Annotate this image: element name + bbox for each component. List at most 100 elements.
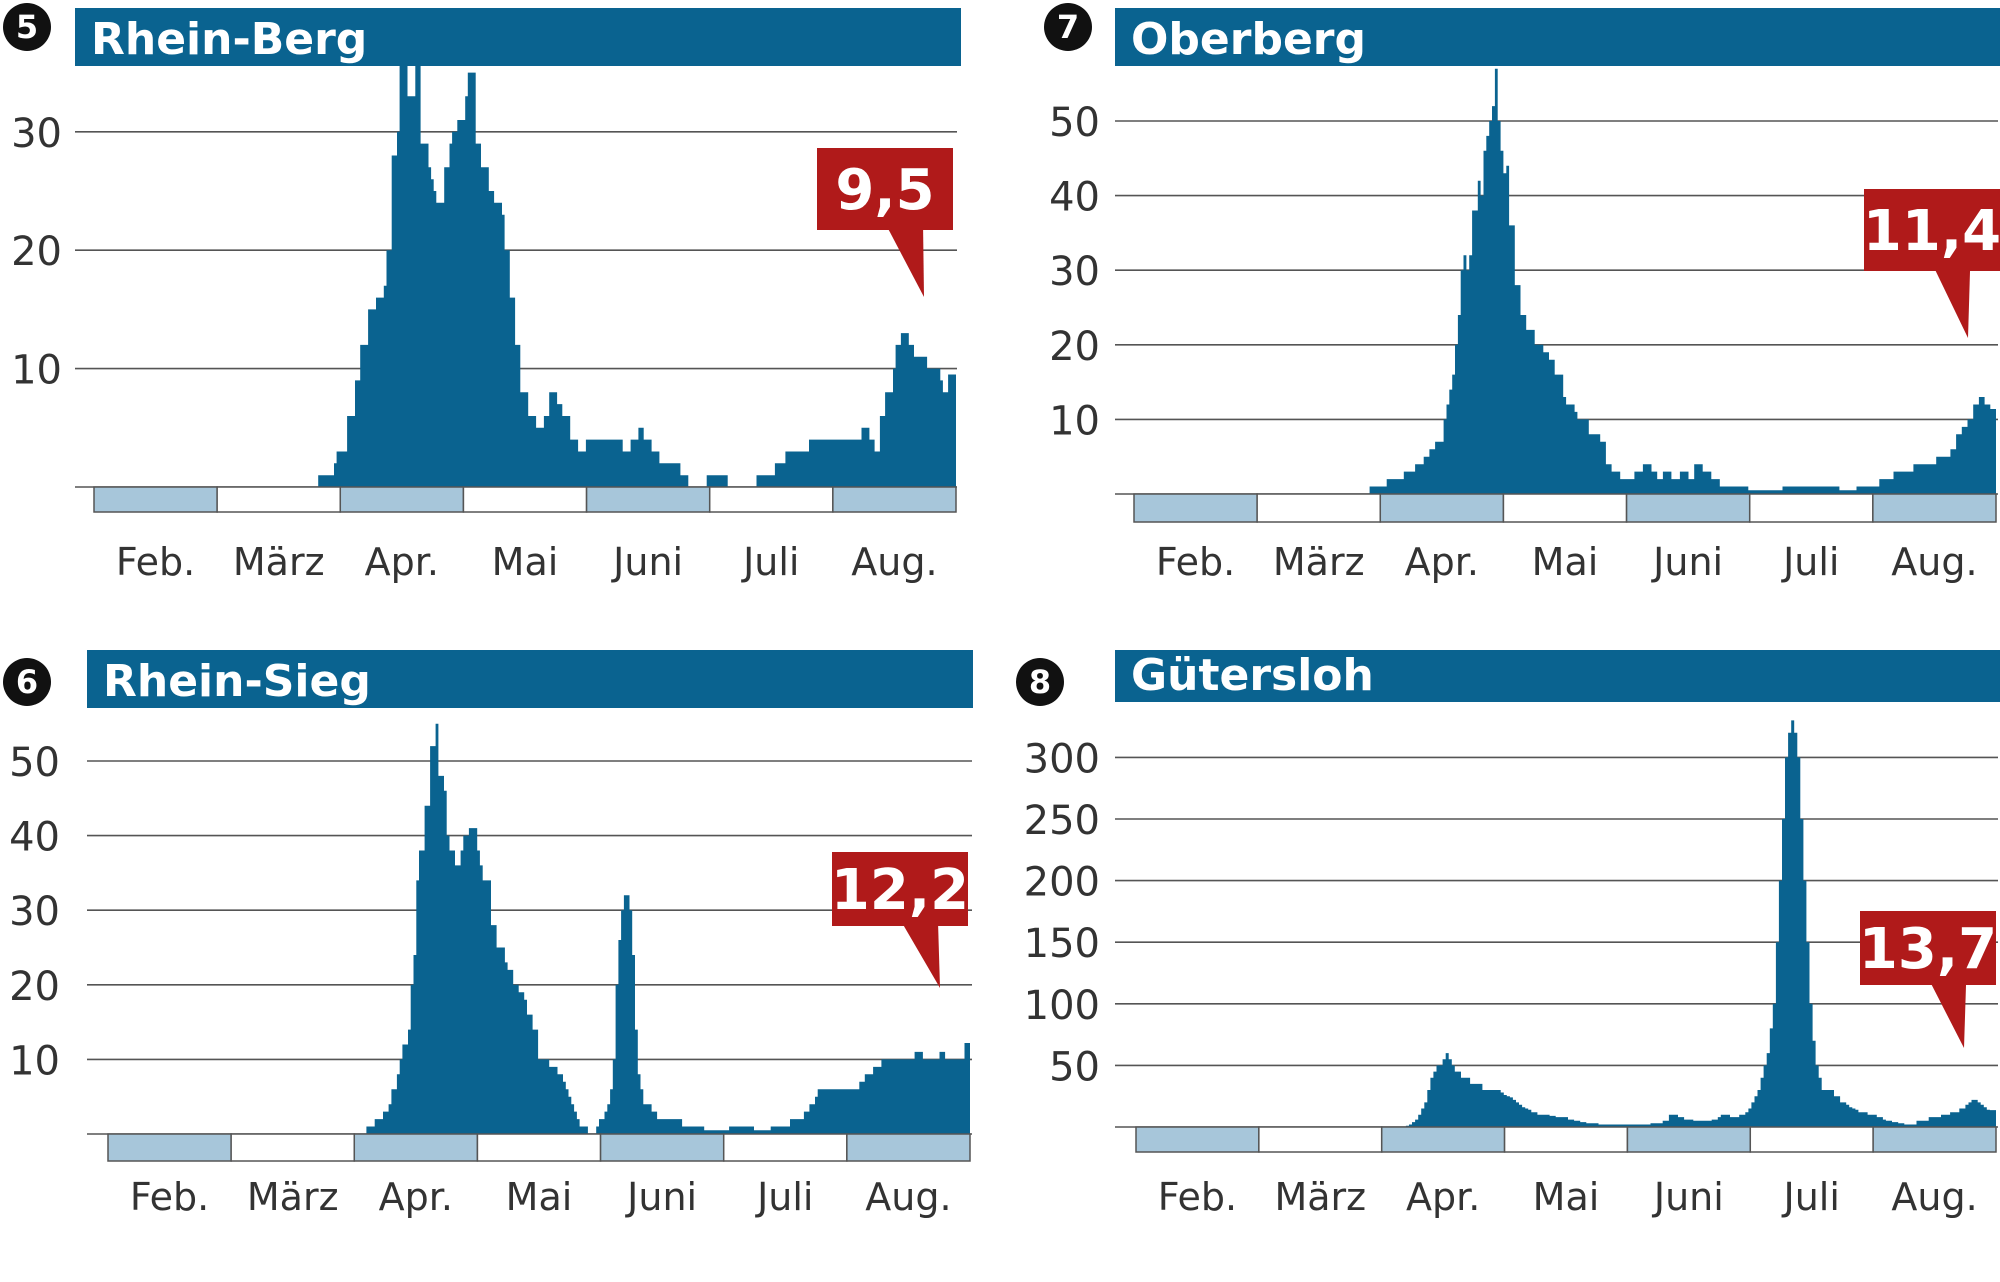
y-tick-label: 100 bbox=[1024, 983, 1100, 1029]
chart-title: Rhein-Berg bbox=[91, 14, 367, 65]
month-label: Apr. bbox=[1406, 1175, 1480, 1219]
month-label: Juni bbox=[1651, 540, 1723, 584]
month-label: Mai bbox=[492, 540, 559, 584]
panel-number: 5 bbox=[16, 8, 38, 46]
title-band bbox=[87, 650, 973, 708]
badge-pointer bbox=[902, 924, 940, 988]
y-tick-label: 40 bbox=[1049, 175, 1100, 221]
incidence-area bbox=[228, 723, 970, 1134]
month-strip-segment bbox=[1380, 1126, 1506, 1153]
month-strip-segment bbox=[1748, 493, 1874, 523]
chart-title: Gütersloh bbox=[1131, 650, 1374, 701]
month-strip-segment bbox=[1256, 493, 1382, 523]
panel-number: 7 bbox=[1057, 8, 1079, 46]
month-strip-segment bbox=[107, 1133, 232, 1162]
current-value-badge: 13,7 bbox=[1859, 917, 1997, 982]
incidence-area bbox=[208, 60, 956, 488]
month-strip-segment bbox=[832, 486, 957, 513]
y-tick-label: 300 bbox=[1024, 736, 1100, 782]
panel-number-badge bbox=[3, 3, 51, 51]
y-tick-label: 10 bbox=[11, 348, 62, 394]
month-strip-segment bbox=[1502, 493, 1628, 523]
month-strip-segment bbox=[1872, 1126, 1997, 1153]
month-label: Apr. bbox=[379, 1175, 453, 1219]
month-strip-segment bbox=[1258, 1126, 1383, 1153]
month-strip-segment bbox=[1135, 1126, 1260, 1153]
month-label: März bbox=[1274, 1175, 1366, 1219]
month-label: Feb. bbox=[116, 540, 195, 584]
month-label: März bbox=[233, 540, 325, 584]
month-strip-segment bbox=[708, 486, 834, 513]
chart-panel: 50 100 150 200 250 300 Feb. März Apr. Mai Juni Juli… bbox=[1016, 650, 2000, 1219]
month-label: Juli bbox=[1781, 540, 1839, 584]
month-strip-segment bbox=[476, 1133, 602, 1162]
month-label: Aug. bbox=[851, 540, 937, 584]
current-value-badge: 12,2 bbox=[831, 858, 969, 923]
month-strip-segment bbox=[1379, 493, 1505, 523]
month-strip-segment bbox=[1133, 493, 1258, 523]
current-value-badge: 11,4 bbox=[1863, 199, 2000, 264]
y-tick-label: 20 bbox=[9, 964, 60, 1010]
badge-box bbox=[1864, 189, 2000, 271]
y-tick-label: 10 bbox=[9, 1038, 60, 1084]
month-label: Juni bbox=[1652, 1175, 1724, 1219]
month-strip-segment bbox=[216, 486, 342, 513]
panel-number-badge bbox=[1044, 3, 1092, 51]
month-label: Aug. bbox=[1891, 1175, 1977, 1219]
badge-box bbox=[817, 148, 953, 230]
y-tick-label: 40 bbox=[9, 815, 60, 861]
month-label: März bbox=[1273, 540, 1365, 584]
incidence-area bbox=[1250, 720, 1996, 1127]
month-strip-segment bbox=[599, 1133, 725, 1162]
y-tick-label: 50 bbox=[9, 740, 60, 786]
month-strip-segment bbox=[1872, 493, 1997, 523]
chart-panel: 10 20 30 40 50 Feb. März Apr. Mai Juni Juli Aug. Obe… bbox=[1044, 3, 2000, 584]
y-tick-label: 20 bbox=[11, 229, 62, 275]
y-tick-label: 10 bbox=[1049, 398, 1100, 444]
month-strip-segment bbox=[846, 1133, 971, 1162]
month-label: Feb. bbox=[1156, 540, 1235, 584]
month-strip-segment bbox=[1749, 1126, 1874, 1153]
badge-box bbox=[1860, 911, 1996, 985]
month-label: Juli bbox=[741, 540, 799, 584]
badge-pointer bbox=[1930, 983, 1967, 1048]
month-strip-segment bbox=[462, 486, 588, 513]
y-tick-label: 30 bbox=[11, 111, 62, 157]
y-tick-label: 50 bbox=[1049, 100, 1100, 146]
month-label: März bbox=[247, 1175, 339, 1219]
current-value-badge: 9,5 bbox=[835, 158, 934, 223]
panel-number: 6 bbox=[16, 663, 38, 701]
chart-title: Rhein-Sieg bbox=[103, 656, 371, 707]
month-strip-segment bbox=[1625, 493, 1751, 523]
y-tick-label: 20 bbox=[1049, 324, 1100, 370]
month-strip-segment bbox=[339, 486, 465, 513]
panel-number: 8 bbox=[1029, 663, 1051, 701]
month-label: Aug. bbox=[1891, 540, 1977, 584]
month-label: Juni bbox=[625, 1175, 697, 1219]
title-band bbox=[1115, 650, 2000, 702]
title-band bbox=[75, 8, 961, 66]
month-label: Juni bbox=[611, 540, 683, 584]
y-tick-label: 150 bbox=[1024, 921, 1100, 967]
panel-number-badge bbox=[1016, 658, 1064, 706]
month-strip-segment bbox=[585, 486, 711, 513]
month-strip-segment bbox=[230, 1133, 356, 1162]
badge-pointer bbox=[1934, 269, 1971, 338]
y-tick-label: 250 bbox=[1024, 798, 1100, 844]
chart-panel: 10 20 30 Feb. März Apr. Mai Juni Juli Aug. Rhein-B… bbox=[3, 3, 961, 584]
month-label: Mai bbox=[1532, 540, 1599, 584]
month-label: Apr. bbox=[365, 540, 439, 584]
month-label: Feb. bbox=[130, 1175, 209, 1219]
month-label: Apr. bbox=[1405, 540, 1479, 584]
panel-number-badge bbox=[3, 658, 51, 706]
month-strip-segment bbox=[722, 1133, 848, 1162]
incidence-area bbox=[1250, 68, 1996, 495]
month-strip-segment bbox=[353, 1133, 479, 1162]
month-label: Mai bbox=[506, 1175, 573, 1219]
y-tick-label: 30 bbox=[9, 889, 60, 935]
month-strip-segment bbox=[1626, 1126, 1752, 1153]
month-label: Juli bbox=[755, 1175, 813, 1219]
y-tick-label: 30 bbox=[1049, 249, 1100, 295]
chart-panel: 10 20 30 40 50 Feb. März Apr. Mai Juni Juli Aug. Rhe… bbox=[3, 650, 973, 1219]
title-band bbox=[1115, 8, 2000, 66]
